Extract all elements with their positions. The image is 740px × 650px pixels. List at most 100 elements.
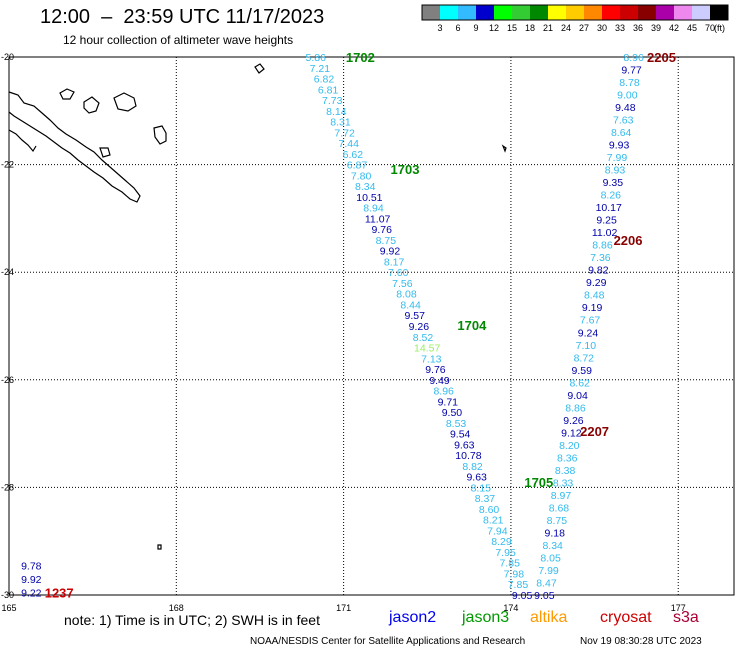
- wave-height-value: 8.75: [547, 515, 568, 527]
- wave-height-value: 9.82: [588, 265, 609, 277]
- wave-height-value: 9.26: [563, 415, 584, 427]
- wave-height-value: 9.22: [21, 587, 42, 599]
- wave-height-value: 7.36: [590, 252, 611, 264]
- axis-labels: -20 -22 -24 -26 -28 -30 165 168 171 174 177: [1, 52, 686, 613]
- wave-height-value: 8.44: [400, 299, 421, 311]
- lat-label: -24: [1, 267, 14, 277]
- scale-frame: [421, 4, 729, 21]
- scale-swatch: [656, 5, 674, 20]
- track-sw: 9.78 9.929.22: [21, 560, 42, 599]
- scale-swatch: [458, 5, 476, 20]
- wave-height-value: 8.94: [363, 203, 384, 215]
- scale-label: 39: [651, 23, 661, 33]
- wave-height-value: 8.33: [553, 477, 574, 489]
- scale-swatch: [512, 5, 530, 20]
- scale-label: 12: [489, 23, 499, 33]
- wave-height-value: 7.21: [310, 63, 331, 75]
- wave-height-value: 9.63: [454, 439, 475, 451]
- wave-height-value: 7.99: [607, 152, 628, 164]
- wave-height-value: 7.44: [339, 138, 360, 150]
- track-east: 8.969.778.789.009.487.638.649.937.998.93…: [534, 52, 644, 602]
- wave-height-value: 8.31: [330, 117, 351, 129]
- lat-label: -28: [1, 482, 14, 492]
- coastline: [8, 63, 507, 550]
- wave-height-value: 8.29: [491, 536, 512, 548]
- wave-height-value: 8.34: [542, 540, 563, 552]
- scale-label: 70: [705, 23, 715, 33]
- wave-height-value: 9.26: [409, 321, 430, 333]
- wave-height-value: 9.63: [466, 472, 487, 484]
- legend-cryosat: cryosat: [600, 609, 652, 626]
- wave-height-value: 8.37: [475, 493, 496, 505]
- wave-height-value: 9.00: [617, 90, 638, 102]
- wave-height-value: 7.67: [580, 315, 601, 327]
- wave-height-value: 8.86: [592, 240, 613, 252]
- track-west: 5.867.216.826.817.738.148.317.727.446.62…: [306, 52, 533, 602]
- wave-height-value: 8.78: [619, 77, 640, 89]
- wave-height-value: 10.17: [596, 202, 622, 214]
- scale-label: 3: [437, 23, 442, 33]
- wave-height-value: 9.49: [429, 375, 450, 387]
- wave-height-value: 7.98: [504, 568, 525, 580]
- wave-height-value: 9.59: [572, 365, 593, 377]
- wave-height-value: 9.78: [21, 560, 42, 572]
- wave-height-value: 7.80: [351, 170, 372, 182]
- scale-swatch: [548, 5, 566, 20]
- wave-height-value: 8.96: [433, 386, 454, 398]
- time-label: 1702: [346, 50, 375, 65]
- lon-label: 171: [336, 603, 351, 613]
- wave-height-value: 8.26: [601, 190, 622, 202]
- wave-height-value: 7.56: [392, 278, 413, 290]
- wave-height-value: 8.34: [355, 181, 376, 193]
- wave-height-value: 8.97: [551, 490, 572, 502]
- wave-height-value: 14.57: [414, 343, 440, 355]
- credit-line: NOAA/NESDIS Center for Satellite Applica…: [250, 636, 526, 647]
- scale-swatch: [692, 5, 710, 20]
- wave-height-value: 9.50: [442, 407, 463, 419]
- wave-height-value: 9.92: [21, 574, 42, 586]
- scale-label: 6: [455, 23, 460, 33]
- wave-height-value: 8.36: [557, 452, 578, 464]
- time-label: 1237: [45, 585, 74, 600]
- legend-altika: altika: [530, 609, 568, 626]
- legend-jason2: jason2: [389, 609, 437, 626]
- wave-height-value: 9.48: [615, 102, 636, 114]
- lat-label: -22: [1, 160, 14, 170]
- footer-note: note: 1) Time is in UTC; 2) SWH is in fe…: [64, 612, 320, 628]
- scale-swatch: [638, 5, 656, 20]
- page-subtitle: 12 hour collection of altimeter wave hei…: [63, 33, 294, 47]
- scale-label: 27: [579, 23, 589, 33]
- time-label: 1704: [457, 318, 487, 333]
- wave-height-value: 9.54: [450, 429, 471, 441]
- wave-height-value: 8.15: [471, 482, 492, 494]
- wave-height-value: 7.85: [508, 579, 529, 591]
- wave-height-value: 7.60: [388, 267, 409, 279]
- color-scale: 3 6 9 12 15 18 21 24 27 30 33 36 39 42 45 70(ft): [421, 4, 729, 33]
- wave-height-value: 9.77: [621, 65, 642, 77]
- wave-height-value: 6.82: [314, 74, 335, 86]
- wave-height-value: 8.21: [483, 515, 504, 527]
- wave-height-value: 11.07: [365, 213, 391, 225]
- wave-height-value: 8.52: [413, 332, 434, 344]
- wave-height-value: 8.75: [376, 235, 397, 247]
- wave-height-value: 9.12: [561, 427, 582, 439]
- wave-height-value: 6.62: [343, 149, 364, 161]
- wave-height-value: 9.29: [586, 277, 607, 289]
- scale-label: 18: [525, 23, 535, 33]
- wave-height-value: 5.86: [306, 52, 327, 64]
- wave-height-value: 9.04: [567, 390, 588, 402]
- lon-label: 168: [169, 603, 184, 613]
- scale-swatch: [710, 5, 728, 20]
- legend-s3a: s3a: [673, 609, 699, 626]
- wave-height-value: 10.51: [356, 192, 382, 204]
- scale-label: 21: [543, 23, 553, 33]
- lon-label: 177: [671, 603, 686, 613]
- scale-swatch: [620, 5, 638, 20]
- wave-height-value: 6.87: [347, 160, 368, 172]
- wave-height-value: 6.81: [318, 84, 339, 96]
- wave-height-value: 7.85: [499, 558, 520, 570]
- wave-height-value: 8.96: [623, 52, 644, 64]
- lat-label: -26: [1, 375, 14, 385]
- time-label: 2206: [614, 233, 643, 248]
- wave-height-tracks: 5.867.216.826.817.738.148.317.727.446.62…: [21, 52, 644, 602]
